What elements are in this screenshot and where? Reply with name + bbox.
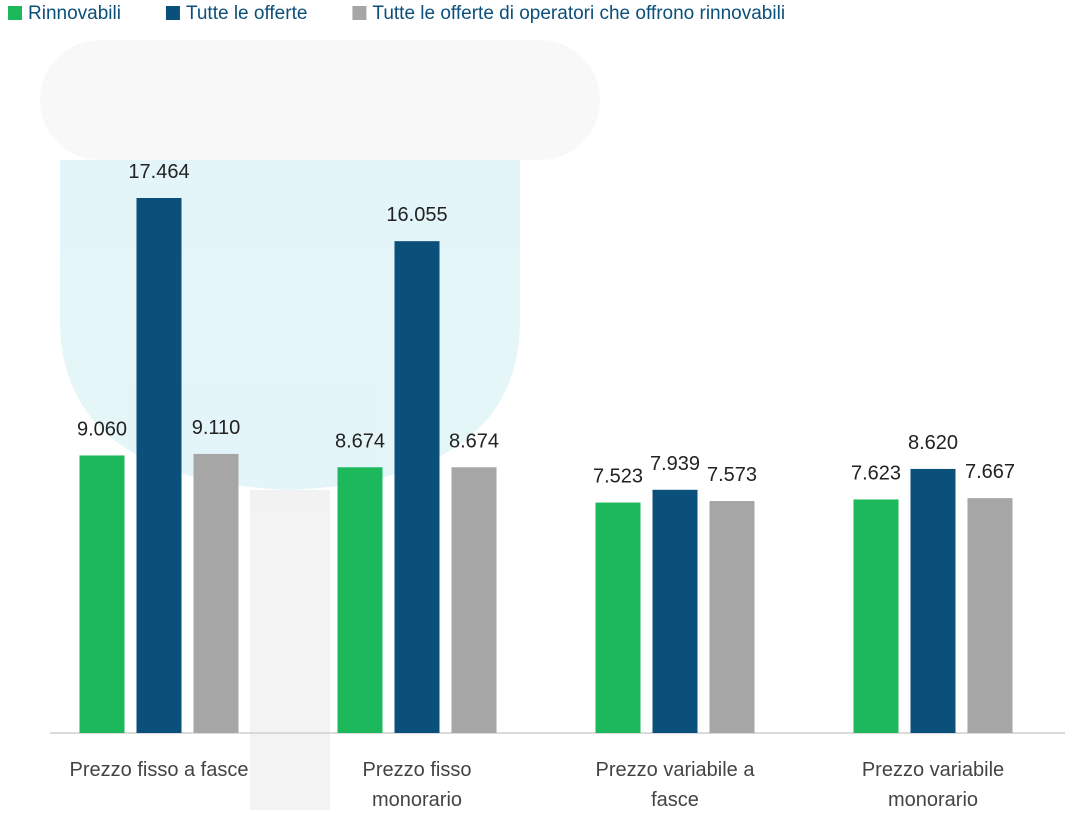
bar bbox=[911, 469, 956, 733]
bar bbox=[854, 499, 899, 733]
x-tick-label: Prezzo variabile monorario bbox=[833, 755, 1033, 814]
bar bbox=[338, 467, 383, 733]
value-label: 7.623 bbox=[851, 462, 901, 484]
x-tick-label: Prezzo fisso monorario bbox=[317, 755, 517, 814]
bar bbox=[968, 498, 1013, 733]
value-label: 16.055 bbox=[386, 204, 447, 226]
bar bbox=[710, 501, 755, 733]
x-tick-label: Prezzo variabile a fasce bbox=[575, 755, 775, 814]
chart-svg: Rinnovabili Tutte le offerte Tutte le offe… bbox=[0, 0, 1090, 814]
legend-label: Tutte le offerte di operatori che offron… bbox=[372, 3, 785, 24]
value-label: 17.464 bbox=[128, 161, 189, 183]
bar bbox=[194, 454, 239, 733]
value-label: 8.674 bbox=[449, 430, 499, 452]
bar bbox=[137, 198, 182, 733]
bar bbox=[653, 490, 698, 733]
legend-label: Tutte le offerte bbox=[186, 3, 307, 24]
value-label: 9.110 bbox=[192, 417, 241, 439]
chart: Rinnovabili Tutte le offerte Tutte le offe… bbox=[0, 0, 1090, 814]
value-label: 9.060 bbox=[77, 418, 127, 440]
value-label: 7.573 bbox=[707, 464, 757, 486]
x-tick-label: Prezzo fisso a fasce bbox=[59, 755, 259, 785]
value-label: 8.620 bbox=[908, 432, 958, 454]
bar bbox=[596, 503, 641, 733]
bar bbox=[452, 467, 497, 733]
legend-label: Rinnovabili bbox=[28, 3, 121, 24]
legend-swatch bbox=[352, 6, 366, 20]
value-label: 8.674 bbox=[335, 430, 385, 452]
value-label: 7.667 bbox=[965, 461, 1015, 483]
legend-swatch bbox=[166, 6, 180, 20]
legend-swatch bbox=[8, 6, 22, 20]
bar bbox=[395, 241, 440, 733]
value-label: 7.939 bbox=[650, 453, 700, 475]
value-label: 7.523 bbox=[593, 466, 643, 488]
bar bbox=[80, 455, 125, 733]
